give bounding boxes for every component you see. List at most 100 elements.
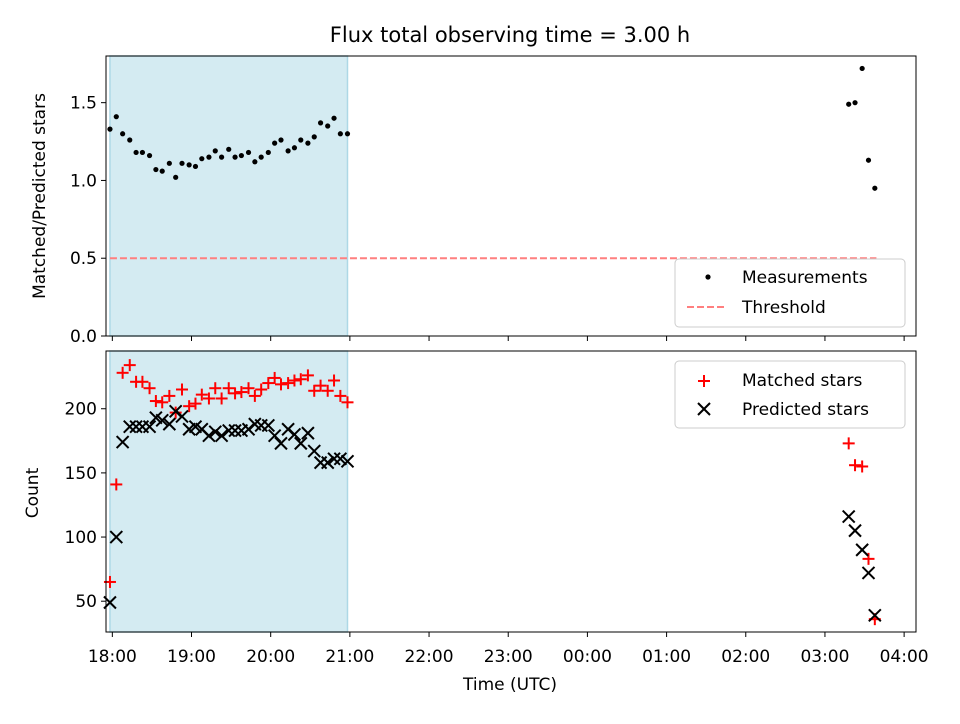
y-tick-label: 1.0 (70, 171, 97, 191)
measurement-point (238, 152, 244, 159)
predicted-star-point (861, 566, 876, 580)
top-legend-box (674, 258, 906, 328)
y-tick-label: 1.5 (70, 94, 97, 114)
matched-star-point (143, 382, 156, 395)
x-tick-label: 22:00 (405, 647, 454, 667)
matched-star-point (314, 379, 327, 392)
predicted-star-point (340, 454, 355, 469)
measurement-point (285, 148, 291, 154)
y-tick-label: 200 (65, 400, 97, 420)
predicted-star-point (274, 436, 288, 451)
measurement-point (311, 134, 317, 140)
matched-star-point (163, 389, 176, 402)
legend-matched-marker (698, 375, 710, 387)
measurement-point (153, 166, 159, 173)
measurement-points (107, 65, 878, 191)
predicted-star-point (214, 428, 229, 443)
y-tick-label: 0.0 (70, 327, 97, 347)
predicted-star-point (327, 452, 341, 466)
matched-star-point (189, 397, 202, 410)
matched-star-point (341, 396, 354, 409)
measurement-point (872, 185, 878, 191)
measurement-point (206, 154, 212, 160)
matched-star-point (123, 359, 136, 372)
matched-star-point (235, 386, 248, 399)
measurement-point (291, 145, 298, 151)
measurement-point (859, 65, 865, 72)
matched-star-point (282, 377, 295, 390)
top-x-axis-ticks (111, 336, 905, 341)
x-tick-label: 00:00 (563, 647, 612, 667)
predicted-star-point (848, 523, 862, 538)
measurement-point (199, 156, 205, 162)
measurement-point (865, 157, 872, 163)
chart-title: Flux total observing time = 3.00 h (330, 23, 690, 47)
bottom-shaded-interval (109, 350, 349, 633)
bottom-legend-box (674, 360, 906, 429)
bottom-panel-frame (105, 350, 917, 633)
measurement-point (331, 115, 337, 121)
measurement-point (127, 137, 133, 143)
predicted-star-point (123, 419, 137, 434)
measurement-point (232, 154, 238, 160)
matched-star-point (274, 378, 287, 391)
measurement-point (305, 140, 311, 146)
measurement-point (120, 131, 126, 137)
matched-star-point (248, 389, 261, 402)
matched-star-point (229, 387, 242, 400)
y-tick-label: 100 (65, 528, 97, 548)
top-shaded-interval (109, 55, 349, 337)
matched-star-point (262, 377, 275, 390)
matched-star-point (334, 389, 347, 402)
matched-star-point (183, 400, 196, 413)
measurement-point (173, 174, 179, 180)
predicted-star-point (109, 530, 124, 544)
measurement-point (245, 149, 252, 156)
legend-predicted-marker (697, 402, 711, 416)
predicted-star-point (222, 423, 236, 438)
matched-star-point (136, 375, 149, 388)
measurement-point (337, 131, 343, 137)
legend-predicted-label: Predicted stars (742, 400, 869, 420)
matched-star-point (849, 459, 862, 472)
x-tick-label: 21:00 (325, 647, 374, 667)
measurement-point (107, 126, 113, 132)
measurement-point (146, 152, 153, 159)
predicted-star-point (142, 419, 157, 434)
predicted-star-point (868, 608, 882, 623)
matched-star-point (116, 366, 129, 379)
measurement-point (344, 131, 351, 137)
measurement-point (179, 160, 185, 166)
bottom-y-axis-label: Count (23, 467, 43, 518)
bottom-x-axis-ticks: 18:00 19:00 20:00 21:00 22:00 23:00 00:00 01:00… (88, 632, 929, 667)
predicted-star-point (855, 543, 869, 557)
measurement-point (192, 163, 199, 170)
measurement-point (272, 140, 278, 146)
top-legend: Measurements Threshold (674, 258, 906, 328)
predicted-star-point (307, 444, 321, 458)
matched-star-point (222, 382, 235, 395)
bottom-panel: 50 100 150 200 18:00 19:00 20:00 21:00 22:00 23:… (23, 350, 929, 695)
matched-star-point (156, 396, 169, 409)
top-panel: 0.0 0.5 1.0 1.5 Matched/Predicted stars Mea… (30, 55, 917, 347)
y-tick-label: 0.5 (70, 249, 97, 269)
matched-stars-points (103, 359, 881, 626)
measurement-point (278, 137, 284, 143)
measurement-point (252, 159, 258, 165)
predicted-star-point (202, 428, 216, 443)
measurement-point (325, 123, 331, 129)
predicted-star-point (155, 413, 169, 427)
y-tick-label: 50 (75, 592, 97, 612)
predicted-star-point (287, 427, 302, 442)
measurement-point (219, 154, 225, 160)
measurement-point (186, 162, 192, 168)
predicted-star-point (294, 436, 308, 451)
measurement-point (133, 149, 139, 156)
measurement-point (846, 101, 852, 107)
measurement-point (298, 137, 304, 143)
predicted-star-point (175, 409, 189, 424)
bottom-legend: Matched stars Predicted stars (674, 360, 906, 429)
top-panel-frame (105, 55, 917, 337)
x-tick-label: 04:00 (880, 647, 929, 667)
